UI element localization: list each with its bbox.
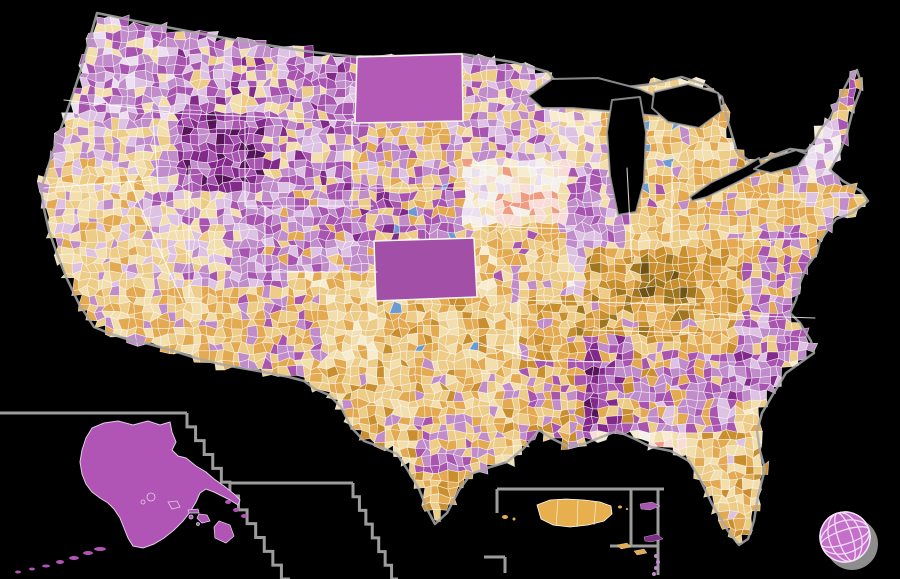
coastline-shadow (39, 11, 870, 547)
american-samoa-1 (616, 542, 632, 550)
globe-abroad-icon (819, 511, 878, 570)
globe-sphere (819, 511, 871, 563)
alaska-inset (15, 420, 247, 574)
north-dakota-solid (354, 53, 464, 124)
american-samoa-2 (633, 548, 648, 556)
aleutian-island (83, 551, 93, 555)
us-virgin-islands (643, 533, 664, 543)
great-lakes (527, 77, 808, 216)
aleutian-island (94, 547, 106, 551)
molokai (187, 508, 200, 514)
alaska-mainland (79, 420, 241, 549)
kahoolawe (196, 522, 200, 526)
lake-ontario (753, 149, 808, 174)
oahu (167, 500, 181, 510)
lake-huron (651, 83, 723, 129)
northern-marianas (656, 560, 660, 564)
guam (639, 501, 661, 511)
puerto-rico (536, 498, 613, 528)
aleutian-island (233, 508, 239, 512)
niihau (140, 499, 146, 505)
alaska-box-diagonal (185, 413, 290, 579)
islet (625, 508, 629, 510)
aleutian-island (15, 570, 21, 574)
hawaii-box-diagonal (351, 483, 398, 579)
lake-michigan (606, 96, 647, 216)
islet (618, 505, 622, 509)
aleutian-island (69, 556, 79, 560)
islet (512, 517, 516, 521)
state-borders (43, 99, 816, 363)
aleutian-island (241, 514, 247, 518)
aleutian-island (29, 567, 35, 571)
lanai (188, 514, 194, 520)
islet (502, 515, 508, 519)
aleutian-island (56, 560, 64, 564)
aleutian-island (225, 500, 231, 504)
hawaii-inset (140, 492, 235, 544)
northern-marianas (654, 554, 658, 558)
maui (196, 513, 211, 524)
globe-parallel (819, 511, 871, 563)
puerto-rico-inset (502, 498, 629, 528)
northern-marianas (652, 572, 656, 576)
aleutian-island (42, 564, 50, 568)
northern-marianas (654, 566, 658, 570)
territory-shapes (616, 501, 664, 576)
kauai (146, 492, 156, 502)
hawaii-island (213, 520, 235, 544)
kansas-solid (373, 237, 478, 302)
inset-divider-lines (0, 411, 664, 579)
